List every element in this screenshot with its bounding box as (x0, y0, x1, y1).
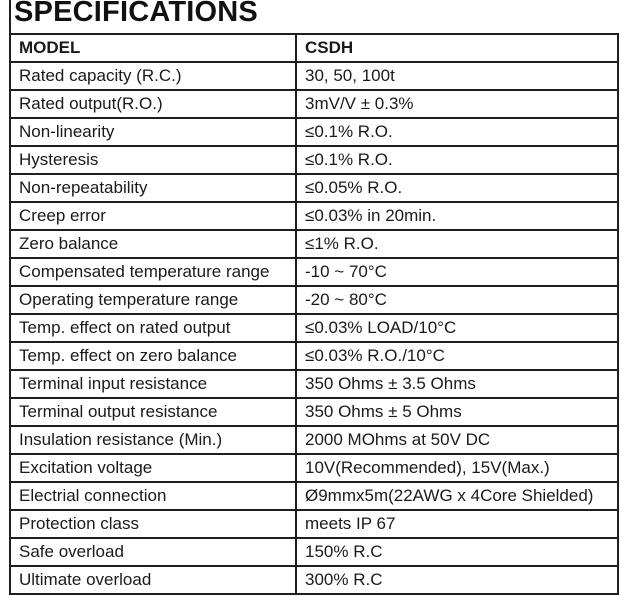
spec-label: Temp. effect on zero balance (9, 341, 297, 371)
spec-value: -20 ~ 80°C (295, 285, 619, 315)
spec-label: Zero balance (9, 229, 297, 259)
table-row: Zero balance ≤1% R.O. (9, 229, 619, 259)
table-row: Excitation voltage 10V(Recommended), 15V(… (9, 453, 619, 483)
spec-label: Rated output(R.O.) (9, 89, 297, 119)
spec-value: ≤0.1% R.O. (295, 145, 619, 175)
spec-value: -10 ~ 70°C (295, 257, 619, 287)
spec-value: ≤0.1% R.O. (295, 117, 619, 147)
table-row: Non-linearity ≤0.1% R.O. (9, 117, 619, 147)
spec-label: Non-repeatability (9, 173, 297, 203)
spec-label: Non-linearity (9, 117, 297, 147)
column-header-model: MODEL (9, 33, 297, 63)
table-row: Creep error ≤0.03% in 20min. (9, 201, 619, 231)
spec-value: ≤0.03% R.O./10°C (295, 341, 619, 371)
table-row: Non-repeatability ≤0.05% R.O. (9, 173, 619, 203)
spec-value: ≤0.05% R.O. (295, 173, 619, 203)
spec-value: ≤1% R.O. (295, 229, 619, 259)
table-row: Hysteresis ≤0.1% R.O. (9, 145, 619, 175)
table-row: Terminal output resistance 350 Ohms ± 5 O… (9, 397, 619, 427)
spec-value: 10V(Recommended), 15V(Max.) (295, 453, 619, 483)
spec-value: 350 Ohms ± 3.5 Ohms (295, 369, 619, 399)
spec-value: meets IP 67 (295, 509, 619, 539)
table-row: Insulation resistance (Min.) 2000 MOhms a… (9, 425, 619, 455)
specifications-table: MODEL CSDH Rated capacity (R.C.) 30, 50, … (9, 33, 619, 595)
spec-value: Ø9mmx5m(22AWG x 4Core Shielded) (295, 481, 619, 511)
spec-label: Terminal input resistance (9, 369, 297, 399)
spec-label: Operating temperature range (9, 285, 297, 315)
spec-value: ≤0.03% in 20min. (295, 201, 619, 231)
spec-value: 2000 MOhms at 50V DC (295, 425, 619, 455)
table-row: Temp. effect on rated output ≤0.03% LOAD/… (9, 313, 619, 343)
spec-label: Rated capacity (R.C.) (9, 61, 297, 91)
spec-label: Excitation voltage (9, 453, 297, 483)
spec-table-body: Rated capacity (R.C.) 30, 50, 100t Rated o… (9, 61, 619, 595)
spec-label: Ultimate overload (9, 565, 297, 595)
table-row: Operating temperature range -20 ~ 80°C (9, 285, 619, 315)
spec-label: Hysteresis (9, 145, 297, 175)
spec-label: Insulation resistance (Min.) (9, 425, 297, 455)
table-row: Terminal input resistance 350 Ohms ± 3.5 … (9, 369, 619, 399)
column-header-csdh: CSDH (295, 33, 619, 63)
spec-value: 30, 50, 100t (295, 61, 619, 91)
table-row: Ultimate overload 300% R.C (9, 565, 619, 595)
table-header-row: MODEL CSDH (9, 33, 619, 63)
table-row: Rated output(R.O.) 3mV/V ± 0.3% (9, 89, 619, 119)
table-row: Temp. effect on zero balance ≤0.03% R.O./… (9, 341, 619, 371)
spec-value: ≤0.03% LOAD/10°C (295, 313, 619, 343)
page-title: SPECIFICATIONS (14, 0, 258, 28)
spec-label: Protection class (9, 509, 297, 539)
table-row: Protection class meets IP 67 (9, 509, 619, 539)
spec-value: 3mV/V ± 0.3% (295, 89, 619, 119)
spec-label: Electrial connection (9, 481, 297, 511)
spec-label: Safe overload (9, 537, 297, 567)
spec-value: 350 Ohms ± 5 Ohms (295, 397, 619, 427)
spec-label: Creep error (9, 201, 297, 231)
spec-label: Temp. effect on rated output (9, 313, 297, 343)
table-row: Rated capacity (R.C.) 30, 50, 100t (9, 61, 619, 91)
page-border-line (9, 0, 11, 35)
spec-value: 300% R.C (295, 565, 619, 595)
table-row: Electrial connection Ø9mmx5m(22AWG x 4Cor… (9, 481, 619, 511)
spec-label: Compensated temperature range (9, 257, 297, 287)
table-row: Safe overload 150% R.C (9, 537, 619, 567)
table-row: Compensated temperature range -10 ~ 70°C (9, 257, 619, 287)
spec-value: 150% R.C (295, 537, 619, 567)
spec-label: Terminal output resistance (9, 397, 297, 427)
